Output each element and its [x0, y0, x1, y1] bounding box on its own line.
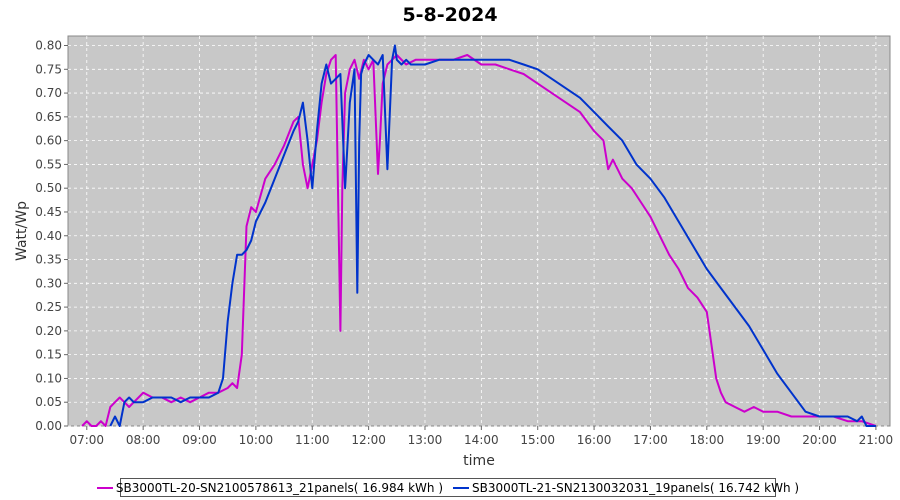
x-tick-label-3: 10:00	[239, 433, 274, 447]
y-tick-label-13: 0.65	[35, 110, 62, 124]
x-tick-label-1: 08:00	[126, 433, 161, 447]
y-tick-label-2: 0.10	[35, 371, 62, 385]
y-tick-label-1: 0.05	[35, 395, 62, 409]
legend: SB3000TL-20-SN2100578613_21panels( 16.98…	[96, 478, 799, 497]
legend-label-series-1: SB3000TL-20-SN2100578613_21panels( 16.98…	[115, 480, 443, 495]
legend-item-series-2: SB3000TL-21-SN2130032031_19panels( 16.74…	[453, 481, 799, 495]
y-tick-label-9: 0.45	[35, 205, 62, 219]
series-line-2	[109, 44, 876, 427]
y-tick-label-0: 0.00	[35, 419, 62, 433]
x-tick-label-0: 07:00	[69, 433, 104, 447]
series-lines	[81, 44, 877, 427]
x-tick-label-10: 17:00	[633, 433, 668, 447]
x-tick-label-13: 20:00	[802, 433, 837, 447]
x-tick-label-4: 11:00	[295, 433, 330, 447]
y-tick-label-16: 0.80	[35, 39, 62, 53]
y-tick-label-5: 0.25	[35, 300, 62, 314]
legend-swatch-series-2	[453, 486, 469, 489]
y-tick-label-14: 0.70	[35, 86, 62, 100]
x-tick-label-7: 14:00	[464, 433, 499, 447]
y-tick-label-8: 0.40	[35, 229, 62, 243]
x-tick-label-5: 12:00	[351, 433, 386, 447]
y-tick-label-6: 0.30	[35, 276, 62, 290]
plot-background	[67, 35, 891, 427]
chart-title: 5-8-2024	[402, 4, 498, 26]
y-axis-label: Watt/Wp	[14, 201, 30, 261]
y-axis: 0.00 0.05 0.10 0.15 0.20 0.25 0.30 0.35 0.40 0.45…	[35, 39, 68, 433]
y-tick-label-7: 0.35	[35, 253, 62, 267]
x-tick-label-2: 09:00	[182, 433, 217, 447]
x-tick-label-9: 16:00	[577, 433, 612, 447]
x-tick-label-11: 18:00	[690, 433, 725, 447]
x-axis-label: time	[463, 453, 495, 469]
legend-label-series-2: SB3000TL-21-SN2130032031_19panels( 16.74…	[472, 480, 800, 495]
x-tick-label-6: 13:00	[408, 433, 443, 447]
x-axis: 07:00 08:00 09:00 10:00 11:00 12:00 13:00 14:00…	[69, 426, 893, 447]
y-tick-label-11: 0.55	[35, 157, 62, 171]
y-tick-label-3: 0.15	[35, 348, 62, 362]
y-tick-label-15: 0.75	[35, 62, 62, 76]
y-tick-label-12: 0.60	[35, 134, 62, 148]
x-tick-label-12: 19:00	[746, 433, 781, 447]
grid-lines	[68, 36, 890, 427]
legend-swatch-series-1	[96, 486, 113, 489]
y-tick-label-10: 0.50	[35, 181, 62, 195]
legend-item-series-1: SB3000TL-20-SN2100578613_21panels( 16.98…	[96, 480, 443, 495]
x-tick-label-8: 15:00	[520, 433, 555, 447]
x-tick-label-14: 21:00	[859, 433, 894, 447]
y-tick-label-4: 0.20	[35, 324, 62, 338]
